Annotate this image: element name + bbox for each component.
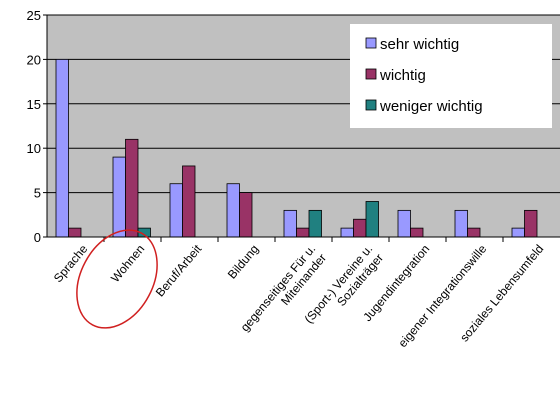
- bar-wichtig-jugendintegration: [410, 227, 424, 238]
- bar-sehr-wichtig-bildung: [226, 183, 240, 238]
- legend-swatch-weniger-wichtig: [365, 99, 377, 111]
- bar-sehr-wichtig-sprache: [55, 59, 69, 238]
- y-tick-label: 20: [27, 52, 41, 67]
- legend-label-wichtig: wichtig: [379, 67, 426, 84]
- bar-sehr-wichtig-soziales-lebensumfeld: [511, 227, 525, 238]
- y-tick-label: 10: [27, 141, 41, 156]
- y-tick-label: 5: [34, 186, 41, 201]
- bar-sehr-wichtig-eigener-integrationswille: [454, 209, 468, 238]
- bar-weniger-wichtig-gegenseitiges-f-r-u-miteinander: [308, 209, 322, 238]
- y-tick-label: 0: [34, 230, 41, 245]
- bar-sehr-wichtig-jugendintegration: [397, 209, 411, 238]
- bar-wichtig-sprache: [68, 227, 82, 238]
- bar-wichtig-gegenseitiges-f-r-u-miteinander: [296, 227, 310, 238]
- bar-sehr-wichtig-sport-vereine-u-sozialtr-ger: [340, 227, 354, 238]
- legend: sehr wichtig wichtig weniger wichtig: [350, 24, 552, 128]
- x-tick-label-beruf-arbeit: Beruf/Arbeit: [153, 241, 205, 299]
- bar-wichtig-bildung: [239, 192, 253, 238]
- legend-label-weniger-wichtig: weniger wichtig: [379, 98, 483, 115]
- legend-swatch-wichtig: [365, 68, 377, 80]
- bar-weniger-wichtig-sport-vereine-u-sozialtr-ger: [365, 201, 379, 238]
- y-tick-label: 15: [27, 97, 41, 112]
- bar-wichtig-beruf-arbeit: [182, 165, 196, 238]
- bar-wichtig-eigener-integrationswille: [467, 227, 481, 238]
- legend-swatch-sehr-wichtig: [365, 37, 377, 49]
- bars: [55, 59, 538, 238]
- bar-sehr-wichtig-gegenseitiges-f-r-u-miteinander: [283, 209, 297, 238]
- bar-sehr-wichtig-beruf-arbeit: [169, 183, 183, 238]
- legend-label-sehr-wichtig: sehr wichtig: [380, 36, 459, 53]
- bar-wichtig-wohnen: [125, 138, 139, 238]
- bar-sehr-wichtig-wohnen: [112, 156, 126, 238]
- highlight-ellipse-wohnen: [76, 229, 158, 329]
- x-axis-labels: Sprache Wohnen Beruf/Arbeit Bildunggegensei…: [51, 241, 546, 350]
- y-axis-ticks: 0 5 10 15 20 25: [27, 8, 47, 245]
- y-tick-label: 25: [27, 8, 41, 23]
- bar-wichtig-sport-vereine-u-sozialtr-ger: [353, 218, 367, 238]
- x-tick-label-wohnen: Wohnen: [108, 242, 147, 285]
- bar-wichtig-soziales-lebensumfeld: [524, 209, 538, 238]
- x-tick-label-bildung: Bildung: [225, 242, 261, 282]
- legend-box: [350, 24, 552, 128]
